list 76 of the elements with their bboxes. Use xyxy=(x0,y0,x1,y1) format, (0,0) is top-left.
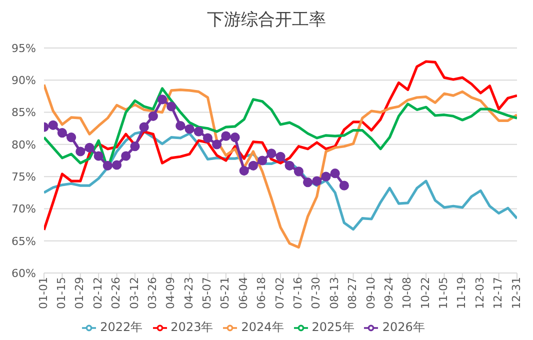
x-tick-label: 06-18 xyxy=(255,277,268,309)
point xyxy=(302,178,313,188)
point xyxy=(339,180,349,190)
y-tick-label: 60% xyxy=(12,266,36,280)
x-tick-label: 07-30 xyxy=(310,277,323,309)
point xyxy=(130,142,140,152)
point xyxy=(258,156,268,166)
x-tick-label: 12-03 xyxy=(473,277,486,309)
x-tick-label: 09-10 xyxy=(364,277,378,309)
x-tick-label: 12-31 xyxy=(510,277,523,309)
x-tick-label: 08-13 xyxy=(328,277,341,309)
y-tick-label: 75% xyxy=(12,170,36,184)
x-tick-label: 12-17 xyxy=(492,277,505,309)
x-tick-label: 05-21 xyxy=(218,277,232,309)
x-tick-label: 02-26 xyxy=(110,277,123,309)
point xyxy=(102,160,112,170)
point xyxy=(57,128,67,138)
point xyxy=(94,151,104,161)
x-tick-label: 11-19 xyxy=(455,277,468,309)
point xyxy=(294,166,304,176)
point xyxy=(284,160,294,170)
x-tick-label: 10-22 xyxy=(418,277,432,309)
x-tick-label: 03-26 xyxy=(146,277,159,309)
x-tick-label: 09-24 xyxy=(382,277,396,309)
x-tick-label: 01-15 xyxy=(55,277,68,309)
line-series xyxy=(44,60,517,232)
line-series xyxy=(44,83,517,249)
y-tick-label: 95% xyxy=(12,42,36,55)
point xyxy=(157,94,168,104)
point xyxy=(112,160,122,170)
point xyxy=(66,132,76,142)
point xyxy=(239,166,249,176)
legend-label: 2024年 xyxy=(241,320,284,334)
point xyxy=(276,152,286,162)
point xyxy=(212,140,222,150)
x-tick-label: 01-01 xyxy=(36,277,50,309)
legend-label: 2022年 xyxy=(100,320,143,334)
y-tick-label: 90% xyxy=(12,74,36,88)
point xyxy=(184,124,194,134)
x-tick-label: 01-29 xyxy=(73,277,86,309)
point xyxy=(176,120,186,131)
point xyxy=(312,176,322,186)
x-tick-label: 02-12 xyxy=(91,277,104,309)
x-tick-label: 04-23 xyxy=(182,277,196,309)
point xyxy=(84,142,94,152)
point xyxy=(321,172,331,182)
x-tick-label: 06-04 xyxy=(236,277,250,309)
point xyxy=(266,148,276,158)
legend-label: 2023年 xyxy=(170,320,214,334)
x-tick-label: 07-16 xyxy=(292,277,304,309)
x-tick-label: 05-07 xyxy=(200,277,214,309)
point xyxy=(48,120,58,130)
y-tick-label: 70% xyxy=(12,202,36,216)
point xyxy=(248,160,258,170)
x-tick-label: 10-08 xyxy=(400,277,414,309)
point xyxy=(230,132,240,142)
point xyxy=(76,146,86,156)
y-tick-label: 85% xyxy=(12,106,36,120)
point xyxy=(330,168,340,178)
point xyxy=(202,133,213,143)
point xyxy=(139,122,149,132)
point xyxy=(121,151,131,161)
x-tick-label: 11-05 xyxy=(437,277,450,309)
point xyxy=(166,102,176,112)
legend-label: 2026年 xyxy=(382,320,425,334)
x-tick-label: 07-02 xyxy=(273,277,286,309)
x-tick-label: 08-27 xyxy=(346,277,360,309)
point xyxy=(148,111,158,121)
y-tick-label: 80% xyxy=(12,138,36,152)
chart-title: 下游综合开工率 xyxy=(206,9,327,31)
legend-label: 2025年 xyxy=(312,320,354,334)
point xyxy=(221,131,231,141)
y-tick-label: 65% xyxy=(12,234,36,248)
x-tick-label: 03-12 xyxy=(128,277,141,309)
x-tick-label: 04-09 xyxy=(164,277,178,309)
point xyxy=(194,126,204,136)
